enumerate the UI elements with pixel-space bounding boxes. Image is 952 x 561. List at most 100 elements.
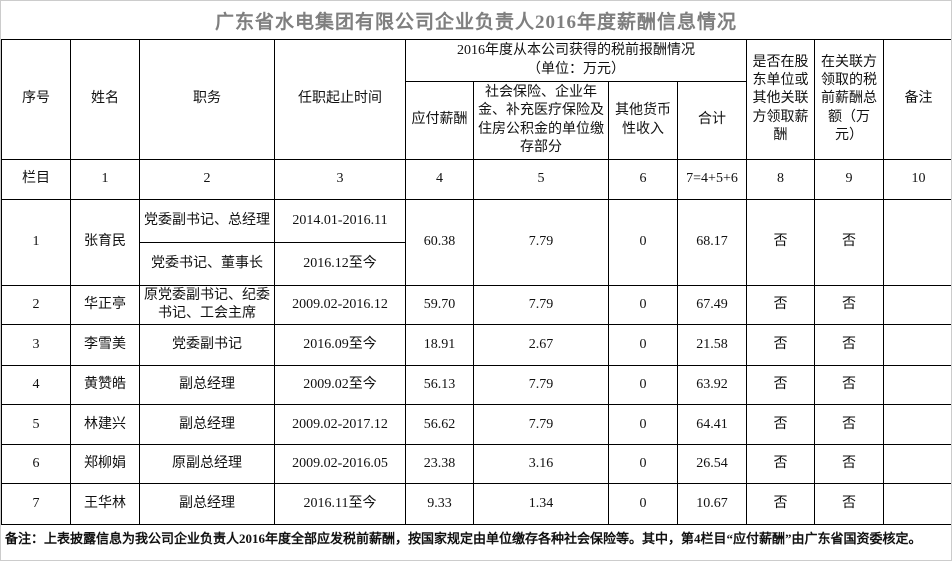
cell-name: 王华林 [70,483,140,526]
header-col-related-flag: 是否在股东单位或其他关联方领取薪酬 [746,39,815,160]
cell-no: 7 [1,483,71,526]
cell-note [883,444,951,485]
cell-no: 3 [1,324,71,367]
cell-term: 2009.02-2017.12 [274,404,406,446]
index-cell: 10 [883,159,951,200]
cell-note [883,404,951,446]
cell-related-total: 否 [814,284,884,326]
cell-no: 2 [1,284,71,326]
header-group-line2: （单位：万元） [527,61,625,77]
index-label: 栏目 [1,159,71,200]
cell-other-income: 0 [608,483,678,526]
header-group-pretax-pay: 2016年度从本公司获得的税前报酬情况 （单位：万元） [405,39,747,82]
cell-name: 张育民 [70,199,140,286]
cell-position: 党委副书记 [139,324,275,367]
cell-no: 4 [1,365,71,406]
cell-position: 原副总经理 [139,444,275,485]
cell-insurance: 2.67 [473,324,609,367]
cell-name: 李雪美 [70,324,140,367]
index-cell: 9 [814,159,884,200]
cell-pay: 60.38 [405,199,474,286]
cell-related-total: 否 [814,483,884,526]
header-col-related-total: 在关联方领取的税前薪酬总额（万元） [814,39,884,160]
cell-insurance: 7.79 [473,284,609,326]
index-cell: 7=4+5+6 [677,159,747,200]
cell-related-flag: 否 [746,404,815,446]
cell-related-flag: 否 [746,199,815,286]
index-cell: 6 [608,159,678,200]
index-cell: 3 [274,159,406,200]
page-title: 广东省水电集团有限公司企业负责人2016年度薪酬信息情况 [214,11,737,33]
cell-term: 2009.02-2016.05 [274,444,406,485]
cell-position: 副总经理 [139,404,275,446]
footnote: 备注：上表披露信息为我公司企业负责人2016年度全部应发税前薪酬，按国家规定由单… [5,531,922,547]
cell-insurance: 1.34 [473,483,609,526]
header-col-other-income: 其他货币性收入 [608,81,678,160]
cell-total: 21.58 [677,324,747,367]
header-col-note: 备注 [883,39,951,160]
cell-insurance: 7.79 [473,365,609,406]
cell-related-total: 否 [814,365,884,406]
cell-name: 林建兴 [70,404,140,446]
cell-name: 华正亭 [70,284,140,326]
index-cell: 8 [746,159,815,200]
cell-pay: 23.38 [405,444,474,485]
cell-other-income: 0 [608,324,678,367]
index-cell: 2 [139,159,275,200]
cell-insurance: 7.79 [473,199,609,286]
cell-pay: 9.33 [405,483,474,526]
cell-name: 黄赞皓 [70,365,140,406]
header-group-line1: 2016年度从本公司获得的税前报酬情况 [457,43,695,59]
cell-other-income: 0 [608,365,678,406]
cell-total: 10.67 [677,483,747,526]
cell-note [883,199,951,286]
cell-term: 2016.12至今 [274,242,406,286]
cell-related-flag: 否 [746,365,815,406]
header-col-total: 合计 [677,81,747,160]
cell-note [883,483,951,526]
cell-pay: 59.70 [405,284,474,326]
index-cell: 5 [473,159,609,200]
cell-position: 副总经理 [139,365,275,406]
cell-related-total: 否 [814,324,884,367]
cell-total: 26.54 [677,444,747,485]
header-col-position: 职务 [139,39,275,160]
cell-other-income: 0 [608,444,678,485]
cell-related-flag: 否 [746,284,815,326]
cell-related-flag: 否 [746,444,815,485]
cell-other-income: 0 [608,199,678,286]
cell-note [883,284,951,326]
cell-pay: 56.13 [405,365,474,406]
cell-position: 党委书记、董事长 [139,242,275,286]
index-cell: 4 [405,159,474,200]
cell-term: 2014.01-2016.11 [274,199,406,243]
cell-related-total: 否 [814,444,884,485]
cell-note [883,365,951,406]
cell-total: 64.41 [677,404,747,446]
header-col-no: 序号 [1,39,71,160]
cell-pay: 18.91 [405,324,474,367]
cell-term: 2009.02-2016.12 [274,284,406,326]
cell-other-income: 0 [608,284,678,326]
cell-insurance: 3.16 [473,444,609,485]
cell-related-flag: 否 [746,483,815,526]
cell-no: 1 [1,199,71,286]
cell-other-income: 0 [608,404,678,446]
header-col-name: 姓名 [70,39,140,160]
cell-pay: 56.62 [405,404,474,446]
cell-note [883,324,951,367]
cell-position: 党委副书记、总经理 [139,199,275,243]
header-col-pay: 应付薪酬 [405,81,474,160]
cell-total: 63.92 [677,365,747,406]
header-col-insurance: 社会保险、企业年金、补充医疗保险及住房公积金的单位缴存部分 [473,81,609,160]
cell-related-total: 否 [814,199,884,286]
cell-term: 2016.09至今 [274,324,406,367]
cell-total: 68.17 [677,199,747,286]
cell-term: 2016.11至今 [274,483,406,526]
cell-no: 5 [1,404,71,446]
index-cell: 1 [70,159,140,200]
cell-related-total: 否 [814,404,884,446]
cell-name: 郑柳娟 [70,444,140,485]
cell-position: 副总经理 [139,483,275,526]
